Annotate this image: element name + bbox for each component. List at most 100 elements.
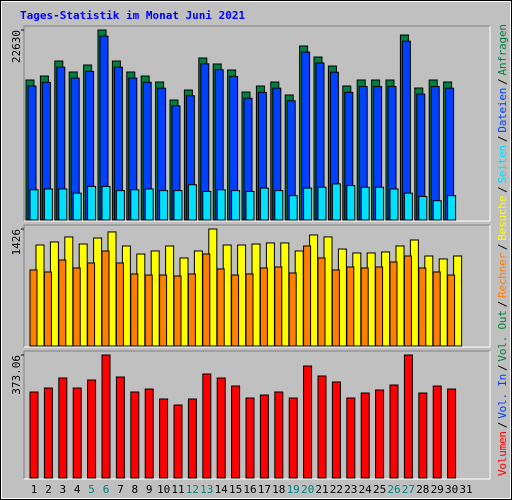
legend-separator: / xyxy=(496,135,509,142)
bar xyxy=(187,273,196,347)
bar xyxy=(159,274,168,347)
bar xyxy=(231,274,240,347)
panel-bevel xyxy=(23,224,490,347)
bar xyxy=(130,189,140,221)
bar xyxy=(245,190,255,221)
bar xyxy=(375,186,385,221)
bar xyxy=(274,190,284,221)
bar xyxy=(375,389,385,479)
bar xyxy=(430,86,440,221)
bar xyxy=(72,387,82,479)
bar xyxy=(159,190,169,221)
x-tick-label: 15 xyxy=(229,483,242,496)
bar xyxy=(288,397,298,479)
x-tick-label: 9 xyxy=(146,483,153,496)
bar xyxy=(173,190,183,221)
bar xyxy=(331,381,341,479)
bar xyxy=(29,189,39,221)
bar xyxy=(403,192,413,221)
y-tick-label: 22630 xyxy=(10,30,23,63)
x-tick-label: 8 xyxy=(131,483,138,496)
x-tick-label: 13 xyxy=(200,483,213,496)
x-tick-label: 23 xyxy=(344,483,357,496)
bar xyxy=(360,186,370,221)
bar xyxy=(187,184,197,221)
bar xyxy=(29,391,39,479)
bar xyxy=(115,190,125,221)
bar xyxy=(403,354,413,479)
bar xyxy=(432,271,441,347)
legend: Volumen / Vol. In / Vol. Out / Rechner / Besuche… xyxy=(496,24,509,476)
x-tick-label: 30 xyxy=(445,483,458,496)
x-tick-label: 24 xyxy=(359,483,373,496)
bar xyxy=(447,195,457,221)
bar xyxy=(144,274,153,347)
bar xyxy=(216,377,226,479)
bar xyxy=(303,187,313,221)
bar xyxy=(346,397,356,479)
bar xyxy=(288,195,298,221)
bar xyxy=(231,385,241,479)
panel-bevel xyxy=(23,25,490,221)
bar xyxy=(259,187,269,221)
legend-separator: / xyxy=(496,78,509,85)
bar xyxy=(130,391,140,479)
bar xyxy=(43,188,53,221)
bar xyxy=(403,255,412,347)
bar xyxy=(101,250,110,347)
bar xyxy=(360,392,370,479)
x-tick-label: 14 xyxy=(215,483,229,496)
x-tick-label: 31 xyxy=(459,483,472,496)
legend-entry: Seiten xyxy=(496,145,509,184)
panel-bevel xyxy=(24,351,491,480)
bar xyxy=(317,186,327,221)
legend-entry: Besuche xyxy=(496,196,509,241)
legend-entry: Rechner xyxy=(496,253,509,298)
legend-entry: Dateien xyxy=(496,88,509,133)
bar xyxy=(216,189,226,221)
bar xyxy=(375,266,384,347)
x-tick-label: 19 xyxy=(287,483,300,496)
bar xyxy=(317,257,326,347)
legend-entry: Vol. In xyxy=(496,374,509,419)
x-tick-label: 18 xyxy=(272,483,285,496)
x-tick-label: 21 xyxy=(315,483,328,496)
bar xyxy=(447,388,457,479)
y-tick-label: 373.06 xyxy=(10,355,23,395)
bar xyxy=(274,391,284,479)
x-tick-label: 20 xyxy=(301,483,314,496)
bar xyxy=(432,200,442,221)
x-tick-label: 11 xyxy=(171,483,184,496)
x-tick-label: 10 xyxy=(157,483,170,496)
bar xyxy=(58,188,68,221)
panel-bevel xyxy=(24,225,491,348)
bar xyxy=(173,275,182,347)
bar xyxy=(202,373,212,479)
bar xyxy=(202,190,212,221)
chart-title: Tages-Statistik im Monat Juni 2021 xyxy=(20,9,246,22)
bar xyxy=(288,272,297,347)
legend-entry: Vol. Out xyxy=(496,310,509,361)
legend-separator: / xyxy=(496,186,509,193)
x-tick-label: 29 xyxy=(431,483,444,496)
x-tick-label: 27 xyxy=(402,483,415,496)
bar xyxy=(216,268,225,347)
bar xyxy=(346,185,356,221)
bar xyxy=(173,404,183,479)
bar xyxy=(87,185,97,221)
bar xyxy=(101,354,111,479)
bar xyxy=(360,267,369,347)
x-tick-label: 16 xyxy=(243,483,256,496)
legend-separator: / xyxy=(496,301,509,308)
x-tick-label: 1 xyxy=(31,483,38,496)
x-tick-label: 2 xyxy=(45,483,52,496)
bar xyxy=(418,392,428,479)
bar xyxy=(389,261,398,347)
x-tick-label: 7 xyxy=(117,483,124,496)
bar xyxy=(317,375,327,479)
x-tick-label: 26 xyxy=(387,483,400,496)
bar xyxy=(58,377,68,479)
bar xyxy=(87,379,97,479)
